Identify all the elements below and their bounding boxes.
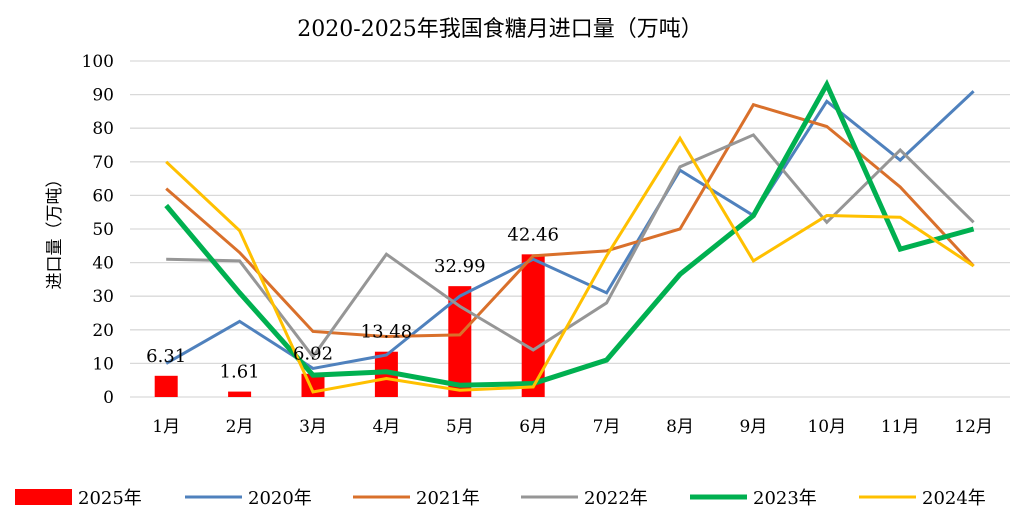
x-tick-label: 2月 bbox=[226, 417, 254, 437]
x-tick-label: 6月 bbox=[519, 417, 547, 437]
x-tick-label: 12月 bbox=[954, 417, 993, 437]
x-tick-label: 10月 bbox=[807, 417, 846, 437]
y-tick-label: 60 bbox=[92, 186, 114, 206]
bar-data-label: 42.46 bbox=[507, 224, 559, 245]
x-tick-label: 1月 bbox=[152, 417, 180, 437]
legend-label: 2023年 bbox=[753, 488, 817, 509]
y-axis-ticks: 0 10 20 30 40 50 60 70 80 90 100 bbox=[82, 52, 114, 408]
y-tick-label: 80 bbox=[92, 119, 114, 139]
bar bbox=[228, 391, 252, 397]
chart-title: 2020-2025年我国食糖月进口量（万吨） bbox=[297, 17, 702, 42]
x-axis-ticks: 1月 2月 3月 4月 5月 6月 7月 8月 9月 10月 11月 12月 bbox=[152, 417, 993, 437]
bar-data-label: 6.92 bbox=[293, 344, 333, 365]
series-line-2021年 bbox=[165, 102, 975, 339]
y-tick-label: 20 bbox=[92, 321, 114, 341]
legend-label: 2021年 bbox=[416, 488, 480, 509]
y-tick-label: 100 bbox=[82, 52, 114, 72]
gridlines bbox=[130, 60, 1010, 398]
y-tick-label: 90 bbox=[92, 86, 114, 106]
y-tick-label: 0 bbox=[103, 388, 114, 408]
line-series bbox=[164, 78, 975, 394]
bar-data-label: 32.99 bbox=[434, 256, 486, 277]
bar bbox=[374, 351, 398, 397]
bar-data-labels: 6.31 1.61 6.92 13.48 32.99 42.46 bbox=[146, 224, 559, 382]
x-tick-label: 5月 bbox=[446, 417, 474, 437]
y-tick-label: 10 bbox=[92, 354, 114, 374]
y-axis-label: 进口量（万吨） bbox=[45, 171, 65, 290]
series-line-2024年 bbox=[165, 135, 975, 394]
bar bbox=[448, 286, 472, 397]
x-tick-label: 3月 bbox=[299, 417, 327, 437]
bar-data-label: 1.61 bbox=[220, 362, 260, 383]
x-tick-label: 11月 bbox=[881, 417, 920, 437]
y-tick-label: 30 bbox=[92, 287, 114, 307]
bar-data-label: 6.31 bbox=[146, 346, 186, 367]
y-tick-label: 40 bbox=[92, 254, 114, 274]
legend-label: 2020年 bbox=[248, 488, 312, 509]
x-tick-label: 8月 bbox=[666, 417, 694, 437]
x-tick-label: 7月 bbox=[593, 417, 621, 437]
legend-label: 2022年 bbox=[584, 488, 648, 509]
bar-data-label: 13.48 bbox=[361, 322, 413, 343]
series-line-2022年 bbox=[166, 133, 975, 360]
series-line-2023年 bbox=[164, 78, 975, 388]
legend-label: 2024年 bbox=[922, 488, 986, 509]
bar bbox=[521, 254, 545, 397]
legend-label: 2025年 bbox=[78, 488, 142, 509]
bar bbox=[154, 375, 178, 397]
y-tick-label: 50 bbox=[92, 220, 114, 240]
y-tick-label: 70 bbox=[92, 153, 114, 173]
legend: 2025年 2020年 2021年 2022年 2023年 2024年 bbox=[15, 488, 986, 509]
legend-swatch bbox=[15, 489, 72, 505]
x-tick-label: 4月 bbox=[372, 417, 400, 437]
x-tick-label: 9月 bbox=[739, 417, 767, 437]
